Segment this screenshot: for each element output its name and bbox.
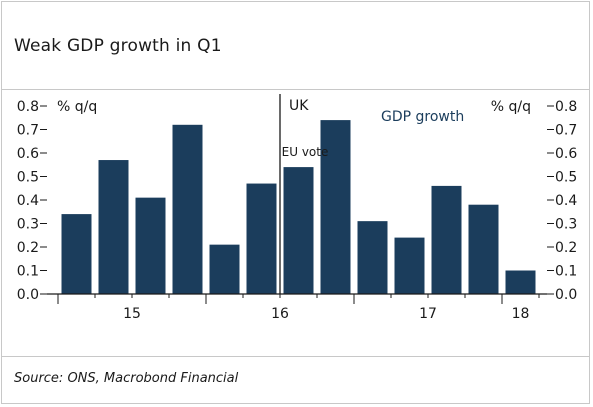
y-tick-label-left: 0.7 [17, 123, 39, 139]
y-tick-label-left: 0.6 [17, 146, 39, 162]
y-tick-label-left: 0.5 [17, 170, 39, 186]
source-note: Source: ONS, Macrobond Financial [14, 371, 239, 386]
annotation-uk: UK [289, 98, 309, 114]
y-axis-label-left: % q/q [57, 99, 97, 115]
annotation-eu-vote: EU vote [282, 145, 329, 159]
bar-series [61, 120, 536, 294]
y-tick-label-left: 0.0 [17, 287, 39, 303]
legend-gdp-growth: GDP growth [381, 109, 464, 125]
bar-2015Q4 [172, 124, 203, 294]
y-tick-label-right: 0.7 [555, 123, 577, 139]
x-tick-label: 18 [512, 306, 530, 322]
y-tick-label-right: 0.5 [555, 170, 577, 186]
bar-2016Q4 [320, 120, 351, 294]
bar-2016Q2 [246, 183, 277, 294]
x-tick-label: 15 [123, 306, 141, 322]
y-tick-label-right: 0.8 [555, 99, 577, 115]
y-tick-label-right: 0.3 [555, 217, 577, 233]
y-tick-label-left: 0.4 [17, 193, 39, 209]
y-tick-label-right: 0.2 [555, 240, 577, 256]
x-tick-label: 17 [419, 306, 437, 322]
bar-2017Q1 [357, 221, 388, 294]
bar-2017Q4 [468, 204, 499, 294]
chart-labels: 15 16 17 18 0.0 0.0 0.1 0.1 0.2 0.2 0.3 0.3 0.4 0.4 0.… [17, 98, 578, 322]
bar-2017Q3 [431, 185, 462, 294]
chart-title: Weak GDP growth in Q1 [14, 36, 222, 56]
bar-2016Q3 [283, 167, 314, 294]
bar-2015Q1 [61, 214, 92, 294]
bar-2015Q2 [98, 160, 129, 294]
bar-2018Q1 [505, 270, 536, 294]
source-divider [1, 356, 590, 357]
y-tick-label-left: 0.1 [17, 264, 39, 280]
y-tick-label-left: 0.2 [17, 240, 39, 256]
x-tick-label: 16 [271, 306, 289, 322]
bar-2015Q3 [135, 197, 166, 294]
y-tick-label-right: 0.1 [555, 264, 577, 280]
y-axis-label-right: % q/q [491, 99, 531, 115]
chart-axes [40, 94, 554, 304]
y-tick-label-right: 0.4 [555, 193, 577, 209]
bar-2017Q2 [394, 237, 425, 294]
y-tick-label-left: 0.8 [17, 99, 39, 115]
bar-2016Q1 [209, 244, 240, 294]
y-tick-label-right: 0.6 [555, 146, 577, 162]
title-divider [1, 89, 590, 90]
y-tick-label-left: 0.3 [17, 217, 39, 233]
y-tick-label-right: 0.0 [555, 287, 577, 303]
